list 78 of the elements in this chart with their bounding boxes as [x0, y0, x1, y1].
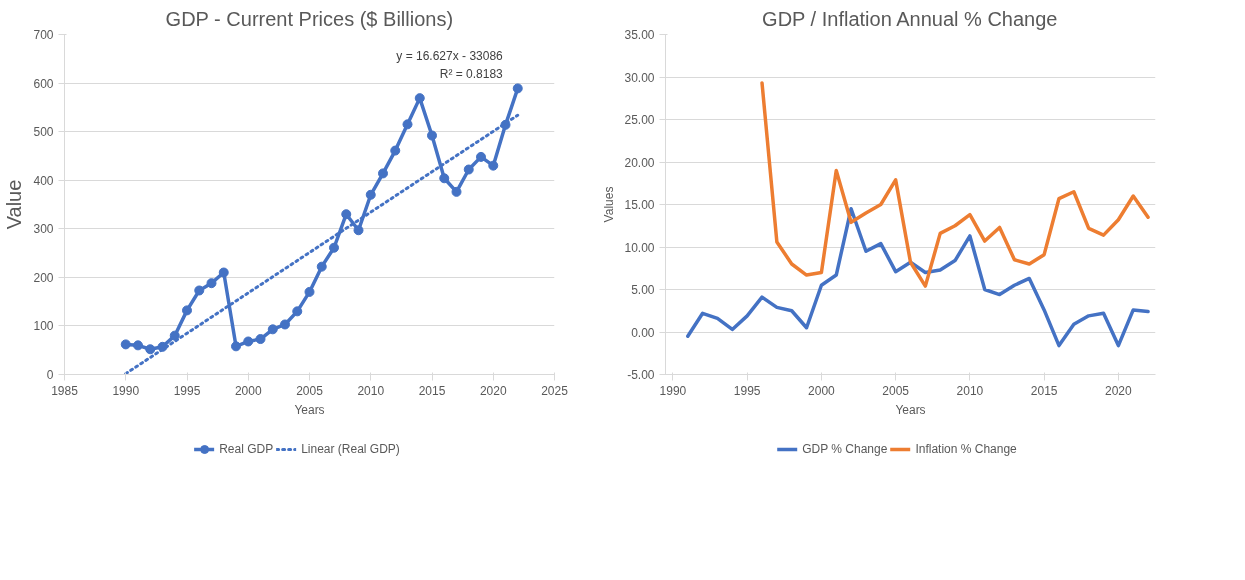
point [329, 242, 339, 253]
chart-title: GDP - Current Prices ($ Billions) [165, 7, 454, 30]
line-series [686, 207, 1150, 348]
annotation: y = 16.627x - 33086 [396, 49, 504, 64]
x-tick-label: 2010 [357, 383, 385, 398]
x-tick-label: 2000 [234, 383, 262, 398]
x-axis-title: Years [294, 402, 325, 417]
point [365, 189, 376, 200]
y-tick-label: 35.00 [624, 28, 655, 42]
point [341, 209, 352, 220]
line-series [760, 81, 1150, 288]
point [133, 340, 143, 351]
x-tick-label: 2015 [1030, 383, 1058, 398]
point [280, 319, 290, 330]
point [463, 164, 474, 175]
y-tick-label: 200 [33, 270, 54, 285]
x-tick-label: 2025 [541, 383, 569, 398]
y-tick-label: 100 [33, 319, 54, 334]
x-tick-label: 2005 [882, 383, 910, 398]
point [353, 225, 364, 236]
point [120, 339, 131, 350]
y-tick-label: 20.00 [624, 155, 655, 170]
point [476, 151, 486, 162]
point [194, 285, 205, 296]
y-tick-label: 15.00 [624, 198, 655, 212]
x-tick-label: 1995 [733, 383, 761, 398]
legend-label: Linear (Real GDP) [301, 442, 400, 456]
point [427, 130, 437, 141]
x-tick-label: 2005 [296, 383, 324, 398]
point [304, 286, 315, 297]
y-tick-label: 5.00 [631, 283, 655, 297]
point [439, 173, 450, 184]
y-tick-label: 0.00 [631, 325, 655, 340]
x-tick-label: 1990 [112, 383, 140, 398]
point [182, 305, 192, 316]
point [488, 160, 499, 171]
legend-label: Inflation % Change [915, 442, 1017, 456]
point [402, 119, 413, 130]
point [390, 145, 401, 156]
x-tick-label: 2015 [418, 383, 446, 398]
legend-label: Real GDP [219, 442, 274, 456]
annotation: R² = 0.8183 [439, 67, 504, 82]
point [145, 344, 156, 355]
point [231, 341, 241, 352]
point [378, 168, 388, 179]
x-tick-label: 2020 [1105, 383, 1133, 398]
x-tick-label: 1995 [173, 383, 201, 398]
x-tick-label: 1985 [51, 383, 79, 398]
y-tick-label: 300 [33, 222, 54, 237]
x-axis-title: Years [895, 402, 926, 417]
point [218, 267, 229, 278]
point [206, 278, 217, 289]
point [451, 186, 462, 197]
y-tick-label: 500 [33, 125, 54, 140]
point [169, 330, 180, 341]
y-axis-title: Values [602, 186, 617, 223]
y-tick-label: 25.00 [624, 113, 655, 127]
point [243, 336, 254, 347]
y-tick-label: -5.00 [627, 368, 655, 382]
point [292, 306, 303, 317]
y-tick-label: 700 [33, 28, 54, 42]
point [267, 324, 278, 335]
y-tick-label: 400 [33, 173, 54, 188]
x-tick-label: 2020 [479, 383, 507, 398]
point [512, 83, 523, 94]
point [316, 261, 327, 272]
x-tick-label: 2010 [956, 383, 984, 398]
legend-label: GDP % Change [802, 442, 888, 456]
y-axis-title: Value [3, 179, 26, 230]
y-tick-label: 10.00 [624, 240, 655, 255]
point [414, 93, 425, 104]
y-tick-label: 30.00 [624, 70, 655, 85]
x-tick-label: 2000 [808, 383, 836, 398]
chart-title: GDP / Inflation Annual % Change [762, 7, 1058, 30]
y-tick-label: 600 [33, 76, 54, 91]
y-tick-label: 0 [46, 368, 54, 382]
point [255, 334, 266, 345]
x-tick-label: 1990 [659, 383, 687, 398]
